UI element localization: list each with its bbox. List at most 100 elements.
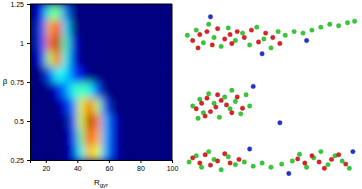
heatmap-cell bbox=[156, 144, 164, 160]
heatmap-cell bbox=[133, 98, 141, 114]
heatmap-cell bbox=[140, 98, 148, 114]
particle bbox=[347, 166, 351, 170]
heatmap-cell bbox=[133, 51, 141, 67]
heatmap-cell bbox=[117, 35, 125, 51]
heatmap-cell bbox=[125, 98, 133, 114]
heatmap-cell bbox=[140, 66, 148, 82]
heatmap-cell bbox=[54, 129, 62, 145]
heatmap-cell bbox=[69, 66, 77, 82]
heatmap-cell bbox=[38, 66, 46, 82]
tick-label: 1.25 bbox=[10, 1, 24, 8]
particle bbox=[194, 28, 198, 32]
heatmap-cell bbox=[62, 35, 70, 51]
heatmap-cell bbox=[109, 144, 117, 160]
heatmap-cell bbox=[156, 98, 164, 114]
particle bbox=[235, 29, 239, 33]
particle bbox=[230, 41, 234, 45]
heatmap-cell bbox=[77, 82, 85, 98]
tick-label: 60 bbox=[105, 165, 113, 172]
particle bbox=[223, 151, 227, 155]
heatmap-cell bbox=[85, 144, 93, 160]
particle bbox=[212, 35, 216, 39]
heatmap-cell bbox=[101, 113, 109, 129]
heatmap-cell bbox=[109, 35, 117, 51]
heatmap-cell bbox=[148, 129, 156, 145]
heatmap-cell bbox=[133, 20, 141, 36]
particle bbox=[201, 41, 205, 45]
heatmap-cell bbox=[140, 144, 148, 160]
snapshot-panel bbox=[187, 147, 355, 176]
particle bbox=[214, 105, 218, 109]
particle bbox=[271, 35, 275, 39]
heatmap-cell bbox=[54, 66, 62, 82]
particle bbox=[352, 19, 356, 23]
tick-label: 20 bbox=[42, 165, 50, 172]
heatmap-cell bbox=[30, 82, 38, 98]
heatmap-cell bbox=[38, 51, 46, 67]
particle bbox=[237, 157, 241, 161]
heatmap-cell bbox=[54, 35, 62, 51]
figure: 204060801000.250.50.7511.25Rgyrβ bbox=[0, 0, 362, 189]
heatmap-cell bbox=[69, 129, 77, 145]
heatmap-cell bbox=[156, 113, 164, 129]
heatmap-cell bbox=[54, 51, 62, 67]
heatmap-cell bbox=[30, 144, 38, 160]
particle bbox=[269, 165, 273, 169]
particle bbox=[223, 37, 227, 41]
heatmap-cell bbox=[140, 35, 148, 51]
heatmap-cell bbox=[77, 98, 85, 114]
particle bbox=[310, 28, 314, 32]
heatmap-cell bbox=[164, 66, 172, 82]
heatmap-cell bbox=[93, 66, 101, 82]
heatmap-cell bbox=[30, 113, 38, 129]
heatmap-cell bbox=[30, 66, 38, 82]
particle bbox=[240, 106, 244, 110]
particle bbox=[219, 44, 223, 48]
heatmap-cell bbox=[133, 129, 141, 145]
heatmap-cell bbox=[156, 20, 164, 36]
heatmap-cell bbox=[93, 113, 101, 129]
particle bbox=[278, 121, 282, 125]
tick: 0.5 bbox=[14, 118, 30, 125]
heatmap-cell bbox=[46, 144, 54, 160]
heatmap-cell bbox=[85, 35, 93, 51]
heatmap-cell bbox=[54, 98, 62, 114]
heatmap-cell bbox=[93, 144, 101, 160]
heatmap-cell bbox=[148, 35, 156, 51]
heatmap-cell bbox=[77, 51, 85, 67]
particle bbox=[190, 156, 194, 160]
particle bbox=[326, 162, 330, 166]
tick-mark bbox=[77, 160, 78, 163]
heatmap-cell bbox=[164, 35, 172, 51]
heatmap-cell bbox=[77, 113, 85, 129]
particle bbox=[292, 29, 296, 33]
heatmap-cell bbox=[109, 113, 117, 129]
heatmap-cell bbox=[77, 66, 85, 82]
heatmap-cell bbox=[77, 129, 85, 145]
heatmap-cell bbox=[156, 51, 164, 67]
particle bbox=[276, 29, 280, 33]
heatmap-cell bbox=[109, 51, 117, 67]
heatmap-cell bbox=[93, 82, 101, 98]
particle bbox=[247, 43, 251, 47]
particle bbox=[260, 161, 264, 165]
heatmap-cell bbox=[101, 51, 109, 67]
particle bbox=[297, 152, 301, 156]
heatmap-cell bbox=[140, 51, 148, 67]
particle bbox=[233, 99, 237, 103]
tick: 0.75 bbox=[10, 79, 30, 86]
particle bbox=[207, 22, 211, 26]
particle bbox=[228, 32, 232, 36]
particle bbox=[329, 157, 333, 161]
particle bbox=[205, 96, 209, 100]
heatmap-cell bbox=[77, 144, 85, 160]
heatmap-cell bbox=[38, 20, 46, 36]
particle bbox=[226, 26, 230, 30]
axis-line bbox=[27, 5, 31, 161]
particle bbox=[224, 103, 228, 107]
heatmap-cell bbox=[148, 82, 156, 98]
heatmap-cell bbox=[148, 144, 156, 160]
heatmap-cell bbox=[93, 51, 101, 67]
particle bbox=[190, 38, 194, 42]
particle bbox=[304, 38, 308, 42]
